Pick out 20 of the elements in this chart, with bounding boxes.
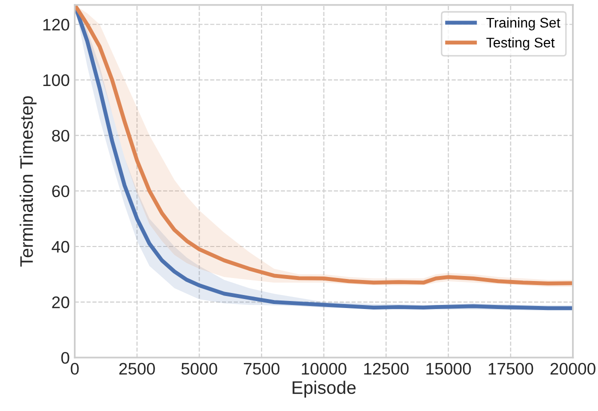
x-tick-label: 17500 <box>488 362 534 375</box>
x-tick-label: 7500 <box>244 362 280 375</box>
x-tick-label: 10000 <box>302 362 346 375</box>
y-tick-label: 40 <box>52 240 70 253</box>
x-tick-label: 5000 <box>181 362 218 375</box>
y-tick-label: 100 <box>43 74 70 86</box>
legend-label: Testing Set <box>486 37 555 50</box>
legend-label: Training Set <box>486 17 560 30</box>
x-tick-label: 0 <box>70 362 79 375</box>
x-tick-label: 20000 <box>550 362 596 375</box>
y-tick-label: 0 <box>61 352 70 364</box>
x-tick-label: 12500 <box>364 362 409 375</box>
x-tick-label: 15000 <box>426 362 471 375</box>
x-tick-label: 2500 <box>119 362 155 375</box>
x-axis-title: Episode <box>292 380 356 398</box>
y-axis-title: Termination Timestep <box>20 96 37 267</box>
y-tick-label: 120 <box>43 18 70 31</box>
y-tick-label: 60 <box>52 185 70 198</box>
y-tick-label: 20 <box>52 296 70 308</box>
y-tick-label: 80 <box>52 130 70 142</box>
